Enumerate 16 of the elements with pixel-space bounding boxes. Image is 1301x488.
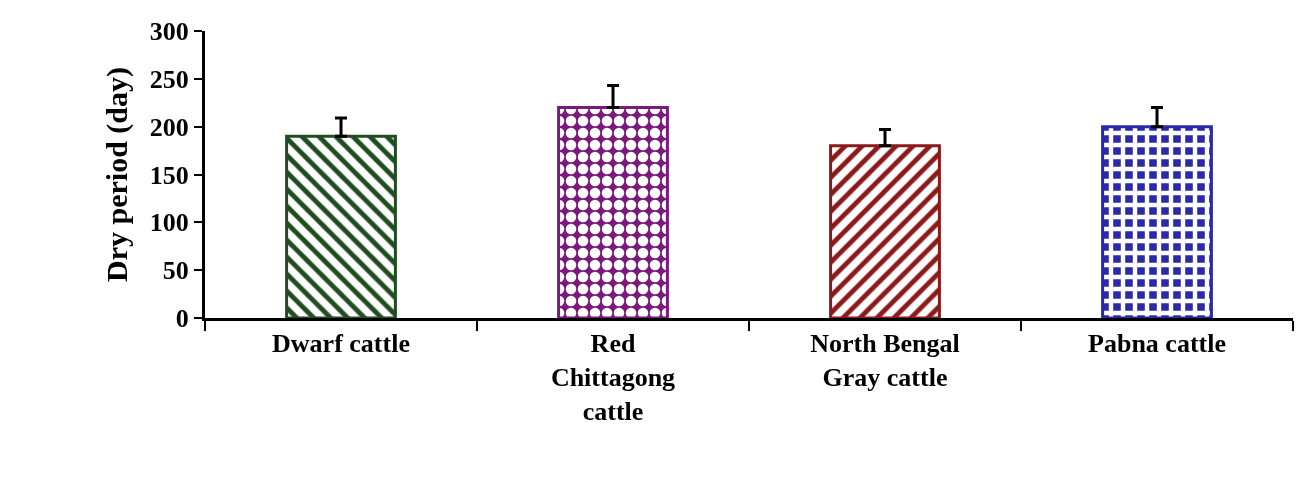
y-tick-label: 300 xyxy=(149,17,189,47)
x-tick-label: Red Chittagong cattle xyxy=(550,329,676,426)
bar xyxy=(829,144,941,318)
y-tick-label: 250 xyxy=(149,64,189,94)
y-tick-label: 50 xyxy=(162,256,189,286)
bar xyxy=(285,134,397,318)
x-tick-label: North Bengal Gray cattle xyxy=(810,329,960,392)
bar xyxy=(1101,125,1213,318)
y-tick-label: 150 xyxy=(149,160,189,190)
x-tick-label: Pabna cattle xyxy=(1088,329,1226,359)
y-axis-title: Dry period (day) xyxy=(99,67,134,282)
bar xyxy=(557,106,669,318)
y-tick-label: 100 xyxy=(149,208,189,238)
x-tick-label: Dwarf cattle xyxy=(272,329,410,359)
y-tick-label: 200 xyxy=(149,112,189,142)
y-tick-label: 0 xyxy=(175,304,189,334)
